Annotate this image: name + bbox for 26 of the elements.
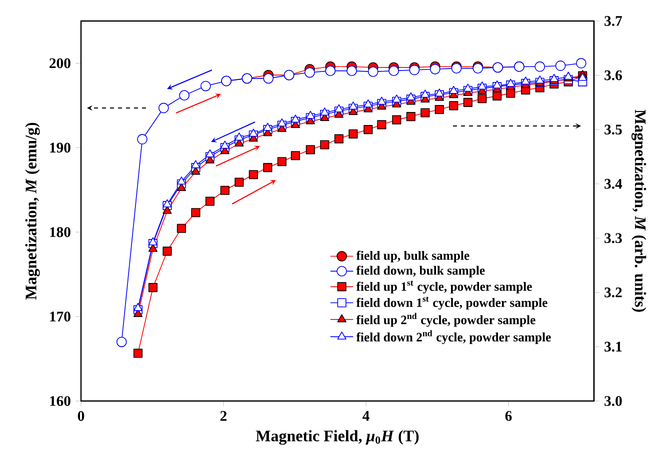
y-tick-label: 160 (50, 396, 70, 406)
legend-label: field up 2$^{nd}$ cycle, powder sample (356, 312, 536, 327)
y-tick-label: 200 (50, 58, 70, 68)
x-axis-title: Magnetic Field, μ$_{0}$H (T) (256, 430, 419, 445)
y2-tick-label: 3.3 (604, 233, 622, 244)
y2-tick-label: 3.6 (604, 70, 622, 80)
y2-tick-label: 3.1 (604, 342, 622, 352)
legend-label: field down 2$^{nd}$ cycle, powder sample (356, 330, 551, 344)
y-axis-title: Magnetization, M (emu/g) (25, 122, 40, 300)
y2-tick-label: 3.0 (604, 396, 622, 406)
legend-label: field down 1$^{st}$ cycle, powder sample (356, 296, 548, 310)
y2-tick-label: 3.5 (604, 124, 622, 135)
y-tick-label: 180 (50, 227, 70, 238)
y2-tick-label: 3.2 (604, 287, 622, 298)
legend-label: field up 1$^{st}$ cycle, powder sample (356, 280, 532, 294)
x-tick-label: 4 (362, 411, 370, 421)
y-tick-label: 170 (50, 312, 70, 322)
y2-axis-title: Magnetization, M (arb. units) (632, 110, 646, 312)
legend-label: field down, bulk sample (356, 266, 485, 278)
legend-label: field up, bulk sample (356, 250, 470, 262)
x-tick-label: 6 (505, 411, 512, 421)
y-tick-label: 190 (50, 142, 70, 153)
y2-tick-label: 3.7 (604, 16, 622, 26)
x-tick-label: 0 (78, 411, 84, 421)
y2-tick-label: 3.4 (604, 178, 622, 189)
x-tick-label: 2 (220, 411, 227, 421)
